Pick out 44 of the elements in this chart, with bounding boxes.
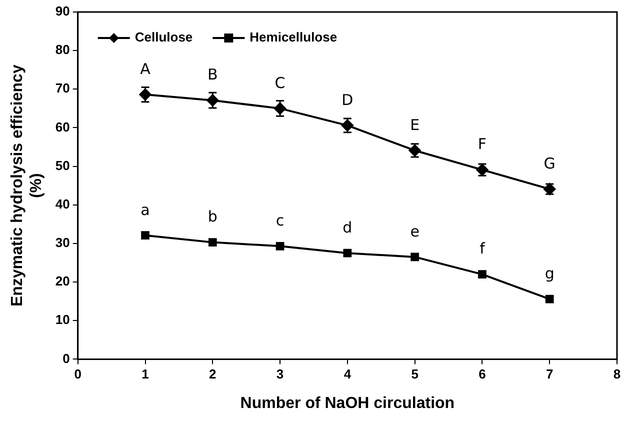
annotation: d [342,218,352,236]
y-tick-label: 0 [62,350,70,366]
x-tick-label: 7 [546,366,554,382]
x-axis-title: Number of NaOH circulation [240,394,455,412]
y-tick-label: 20 [55,274,70,289]
point [276,242,284,250]
x-tick-label: 0 [74,366,82,382]
annotation: C [274,74,286,92]
annotation: c [276,212,284,230]
legend-label: Cellulose [134,30,193,45]
y-tick-label: 80 [55,42,70,58]
y-tick-label: 60 [55,119,70,134]
y-tick-label: 90 [55,4,70,19]
x-tick-label: 2 [209,366,216,382]
point [478,270,486,279]
annotation: F [478,135,487,154]
x-tick-label: 5 [411,366,418,382]
x-tick-label: 8 [613,366,621,382]
annotation: B [207,66,218,84]
point [208,238,217,246]
y-tick-label: 10 [55,312,70,328]
annotation: f [480,240,486,258]
y-tick-label: 50 [55,158,70,173]
annotation: b [208,208,218,226]
x-tick-label: 6 [478,366,486,382]
annotation: A [140,60,152,78]
y-tick-label: 40 [55,196,70,212]
x-tick-label: 3 [276,366,284,382]
point [141,231,150,240]
annotation: D [342,90,354,109]
point [410,252,420,262]
annotation: a [140,200,150,219]
point [545,294,554,304]
y-tick-label: 70 [55,80,70,96]
annotation: G [544,154,556,172]
x-tick-label: 4 [344,366,352,382]
annotation: E [410,116,420,134]
legend-label: Hemicellulose [250,30,338,45]
y-axis-title: Enzymatic hydrolysis efficiency (%) [9,64,46,307]
y-tick-label: 30 [55,235,70,250]
point [343,248,352,258]
annotation: g [544,264,554,282]
x-tick-label: 1 [142,366,149,382]
annotation: e [410,222,420,240]
